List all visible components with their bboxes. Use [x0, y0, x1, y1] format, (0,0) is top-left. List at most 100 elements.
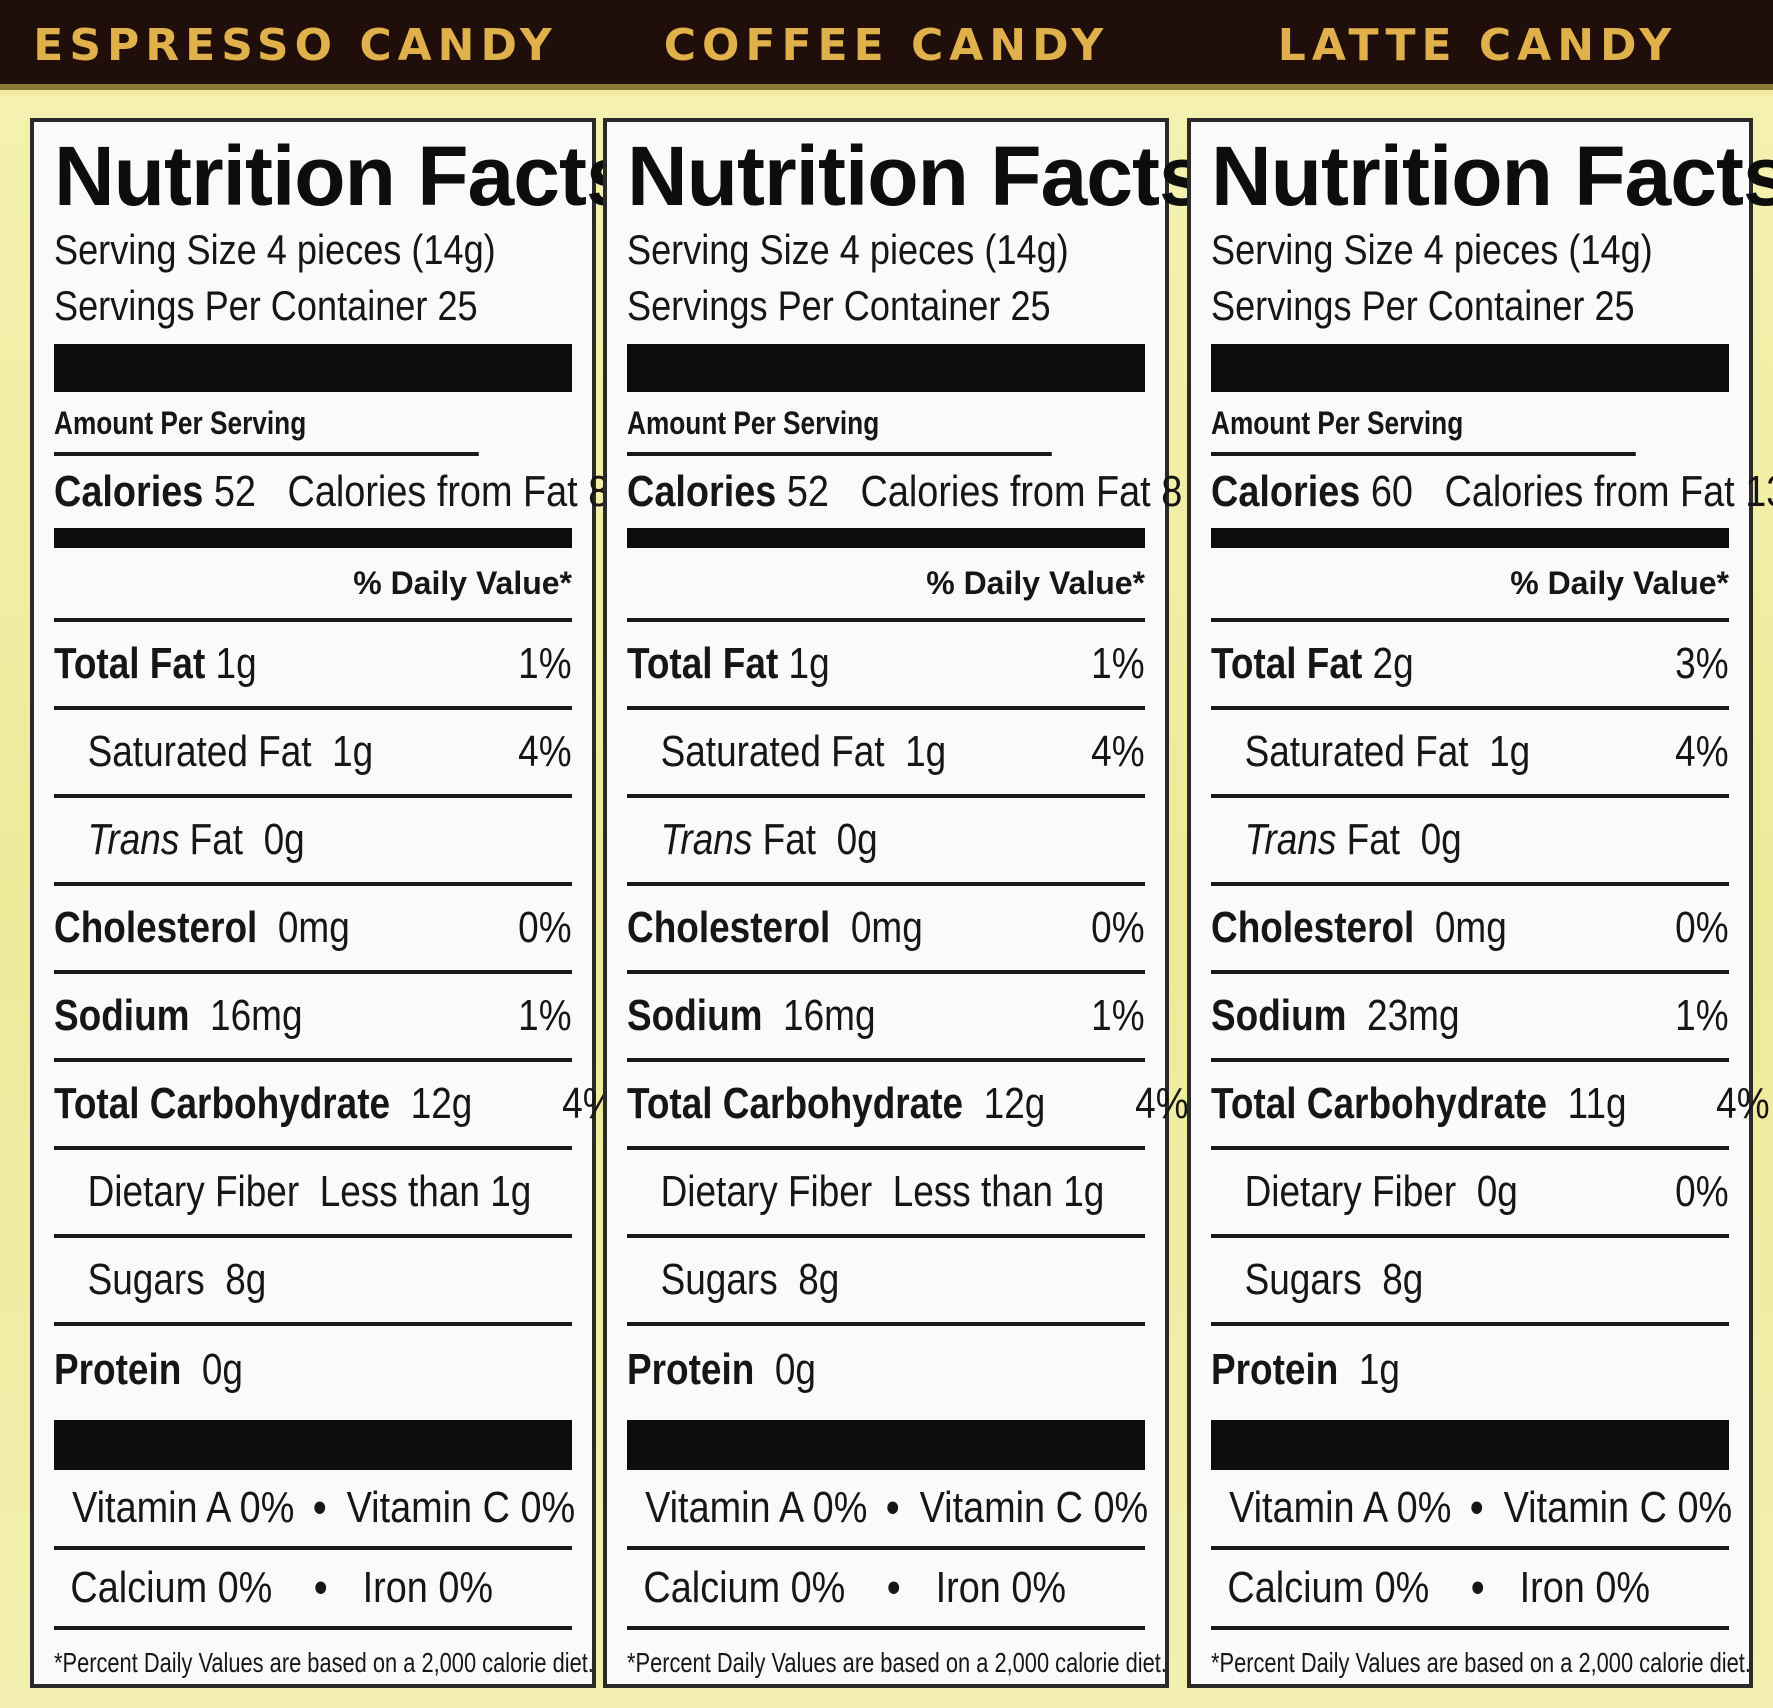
saturated-fat-row: Saturated Fat 1g 4% [627, 710, 1145, 798]
nutrient-label: Dietary Fiber [660, 1167, 873, 1216]
nutrient-amount: 1g [332, 727, 374, 776]
nutrient-label: Protein [627, 1345, 755, 1394]
nutrient-percent: 3% [1675, 639, 1729, 688]
nutrient-label: Total Carbohydrate [54, 1079, 391, 1128]
sugars-row: Sugars 8g [1211, 1238, 1729, 1326]
saturated-fat-row: Saturated Fat 1g 4% [54, 710, 572, 798]
panel-title: Nutrition Facts [1211, 129, 1773, 223]
serving-size: Serving Size 4 pieces (14g) [54, 226, 496, 273]
nutrition-facts-panel: Nutrition Facts Serving Size 4 pieces (1… [603, 118, 1259, 1688]
servings-per-container: Servings Per Container 25 [627, 282, 1051, 329]
nutrient-label-italic: Trans [87, 815, 180, 864]
nutrient-label: Total Fat [54, 639, 206, 688]
nutrition-facts-panel: Nutrition Facts Serving Size 4 pieces (1… [30, 118, 686, 1688]
nutrient-amount: 0g [263, 815, 305, 864]
medium-divider [627, 528, 1145, 548]
nutrient-label: Dietary Fiber [1244, 1167, 1457, 1216]
daily-value-heading: % Daily Value* [627, 548, 1145, 622]
nutrient-amount: 1g [1489, 727, 1531, 776]
sugars-row: Sugars 8g [627, 1238, 1145, 1326]
calories-from-fat: Calories from Fat 13 [1444, 467, 1773, 516]
trans-fat-row: Trans Fat 0g [1211, 798, 1729, 886]
protein-row: Protein 0g [627, 1326, 1145, 1414]
nutrient-percent: 4% [1091, 727, 1145, 776]
nutrient-amount: 0g [201, 1345, 243, 1394]
nutrient-label: Protein [1211, 1345, 1339, 1394]
vitamin-row: Vitamin A 0% • Vitamin C 0% [627, 1470, 1149, 1550]
cholesterol-row: Cholesterol 0mg 0% [1211, 886, 1729, 974]
calories-label: Calories [54, 467, 204, 516]
panel-title: Nutrition Facts [627, 129, 1206, 223]
calories-row: Calories 52 Calories from Fat 8 [54, 456, 609, 528]
nutrient-amount: 0g [774, 1345, 816, 1394]
medium-divider [1211, 528, 1729, 548]
calories-value: 52 [786, 467, 829, 516]
nutrient-amount: 1g [905, 727, 947, 776]
thick-divider [627, 344, 1145, 392]
bullet-separator: • [886, 1483, 900, 1532]
nutrient-label: Fat [189, 815, 244, 864]
calcium: Calcium 0% [70, 1563, 273, 1612]
calories-row: Calories 52 Calories from Fat 8 [627, 456, 1182, 528]
nutrient-label: Sugars [87, 1255, 205, 1304]
amount-per-serving: Amount Per Serving [1211, 400, 1636, 456]
thick-divider [627, 1420, 1145, 1470]
nutrient-label: Total Carbohydrate [627, 1079, 964, 1128]
nutrient-label: Fat [1346, 815, 1401, 864]
daily-value-heading: % Daily Value* [1211, 548, 1729, 622]
nutrient-percent: 1% [1675, 991, 1729, 1040]
flavor-name: ESPRESSO CANDY [33, 20, 558, 71]
nutrient-amount: 0mg [1434, 903, 1507, 952]
calories-value: 52 [213, 467, 256, 516]
total-fat-row: Total Fat 1g 1% [54, 622, 572, 710]
saturated-fat-row: Saturated Fat 1g 4% [1211, 710, 1729, 798]
bullet-separator: • [313, 1483, 327, 1532]
nutrient-amount: 0mg [850, 903, 923, 952]
sodium-row: Sodium 16mg 1% [627, 974, 1145, 1062]
dietary-fiber-row: Dietary Fiber 0g 0% [1211, 1150, 1729, 1238]
mineral-row: Calcium 0% • Iron 0% [1211, 1550, 1729, 1630]
nutrient-percent: 1% [518, 639, 572, 688]
footnote: *Percent Daily Values are based on a 2,0… [54, 1647, 594, 1678]
nutrient-amount: 0g [1476, 1167, 1518, 1216]
nutrient-amount: 12g [410, 1079, 473, 1128]
flavor-header-bar: ESPRESSO CANDY COFFEE CANDY LATTE CANDY [0, 0, 1773, 90]
nutrient-label: Sodium [627, 991, 763, 1040]
total-carbohydrate-row: Total Carbohydrate 12g 4% [627, 1062, 1189, 1150]
medium-divider [54, 528, 572, 548]
iron: Iron 0% [935, 1563, 1067, 1612]
nutrient-label: Total Carbohydrate [1211, 1079, 1548, 1128]
nutrient-percent: 1% [1091, 991, 1145, 1040]
nutrient-label: Cholesterol [627, 903, 831, 952]
vitamin-row: Vitamin A 0% • Vitamin C 0% [54, 1470, 576, 1550]
iron: Iron 0% [1519, 1563, 1651, 1612]
calories-value: 60 [1370, 467, 1413, 516]
nutrient-label: Sodium [1211, 991, 1347, 1040]
dietary-fiber-row: Dietary Fiber Less than 1g 0% [54, 1150, 686, 1238]
nutrient-amount: 8g [1382, 1255, 1424, 1304]
nutrient-amount: 1g [788, 639, 830, 688]
nutrition-facts-panel: Nutrition Facts Serving Size 4 pieces (1… [1187, 118, 1773, 1688]
bullet-separator: • [1470, 1483, 1484, 1532]
servings-per-container: Servings Per Container 25 [54, 282, 478, 329]
vitamin-c: Vitamin C 0% [919, 1483, 1149, 1532]
nutrient-percent: 4% [1135, 1079, 1189, 1128]
mineral-row: Calcium 0% • Iron 0% [627, 1550, 1145, 1630]
mineral-row: Calcium 0% • Iron 0% [54, 1550, 572, 1630]
serving-size: Serving Size 4 pieces (14g) [627, 226, 1069, 273]
vitamin-c: Vitamin C 0% [1503, 1483, 1733, 1532]
nutrient-amount: 0mg [277, 903, 350, 952]
nutrient-label: Saturated Fat [1244, 727, 1469, 776]
nutrient-amount: 1g [215, 639, 257, 688]
nutrient-amount: 16mg [210, 991, 303, 1040]
nutrient-percent: 4% [518, 727, 572, 776]
nutrient-percent: 1% [518, 991, 572, 1040]
nutrient-label: Total Fat [627, 639, 779, 688]
nutrient-amount: 8g [798, 1255, 840, 1304]
thick-divider [54, 1420, 572, 1470]
nutrient-percent: 0% [1675, 1167, 1729, 1216]
total-carbohydrate-row: Total Carbohydrate 12g 4% [54, 1062, 616, 1150]
thick-divider [1211, 1420, 1729, 1470]
bullet-separator: • [1470, 1563, 1485, 1612]
vitamin-c: Vitamin C 0% [346, 1483, 576, 1532]
